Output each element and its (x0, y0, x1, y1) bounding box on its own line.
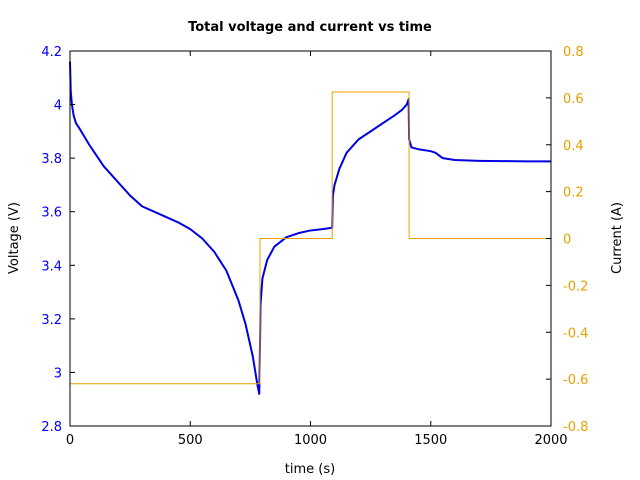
current-series-line (69, 91, 551, 385)
x-tick-label: 0 (66, 433, 74, 448)
right-tick-label: 0.4 (563, 139, 584, 154)
left-tick-label: 3.2 (41, 313, 62, 328)
left-tick-label: 3.4 (41, 259, 62, 274)
right-tick-label: 0.2 (563, 186, 584, 201)
x-tick-label: 500 (178, 433, 203, 448)
x-axis-ticks: 0 500 1000 1500 2000 (66, 51, 568, 448)
x-axis-title: time (s) (285, 462, 335, 477)
right-tick-label: 0 (563, 233, 571, 248)
right-tick-label: 0.8 (563, 45, 584, 60)
voltage-series-line (69, 61, 551, 395)
x-tick-label: 1000 (294, 433, 327, 448)
left-tick-label: 3 (54, 366, 62, 381)
left-tick-label: 4.2 (41, 45, 62, 60)
right-tick-label: -0.8 (563, 420, 588, 435)
right-axis-ticks: -0.8 -0.6 -0.4 -0.2 0 0.2 0.4 0.6 0.8 (546, 45, 588, 435)
left-axis-title: Voltage (V) (7, 202, 22, 274)
left-tick-label: 2.8 (41, 420, 62, 435)
right-tick-label: 0.6 (563, 92, 584, 107)
chart-title: Total voltage and current vs time (188, 20, 432, 35)
right-tick-label: -0.6 (563, 373, 588, 388)
left-tick-label: 3.8 (41, 152, 62, 167)
right-tick-label: -0.4 (563, 326, 588, 341)
left-tick-label: 3.6 (41, 206, 62, 221)
left-axis-ticks: 2.8 3 3.2 3.4 3.6 3.8 4 4.2 (41, 45, 75, 435)
x-tick-label: 2000 (534, 433, 567, 448)
right-axis-title: Current (A) (610, 202, 625, 274)
x-tick-label: 1500 (414, 433, 447, 448)
right-tick-label: -0.2 (563, 279, 588, 294)
left-tick-label: 4 (54, 99, 62, 114)
plot-lines (69, 61, 551, 395)
